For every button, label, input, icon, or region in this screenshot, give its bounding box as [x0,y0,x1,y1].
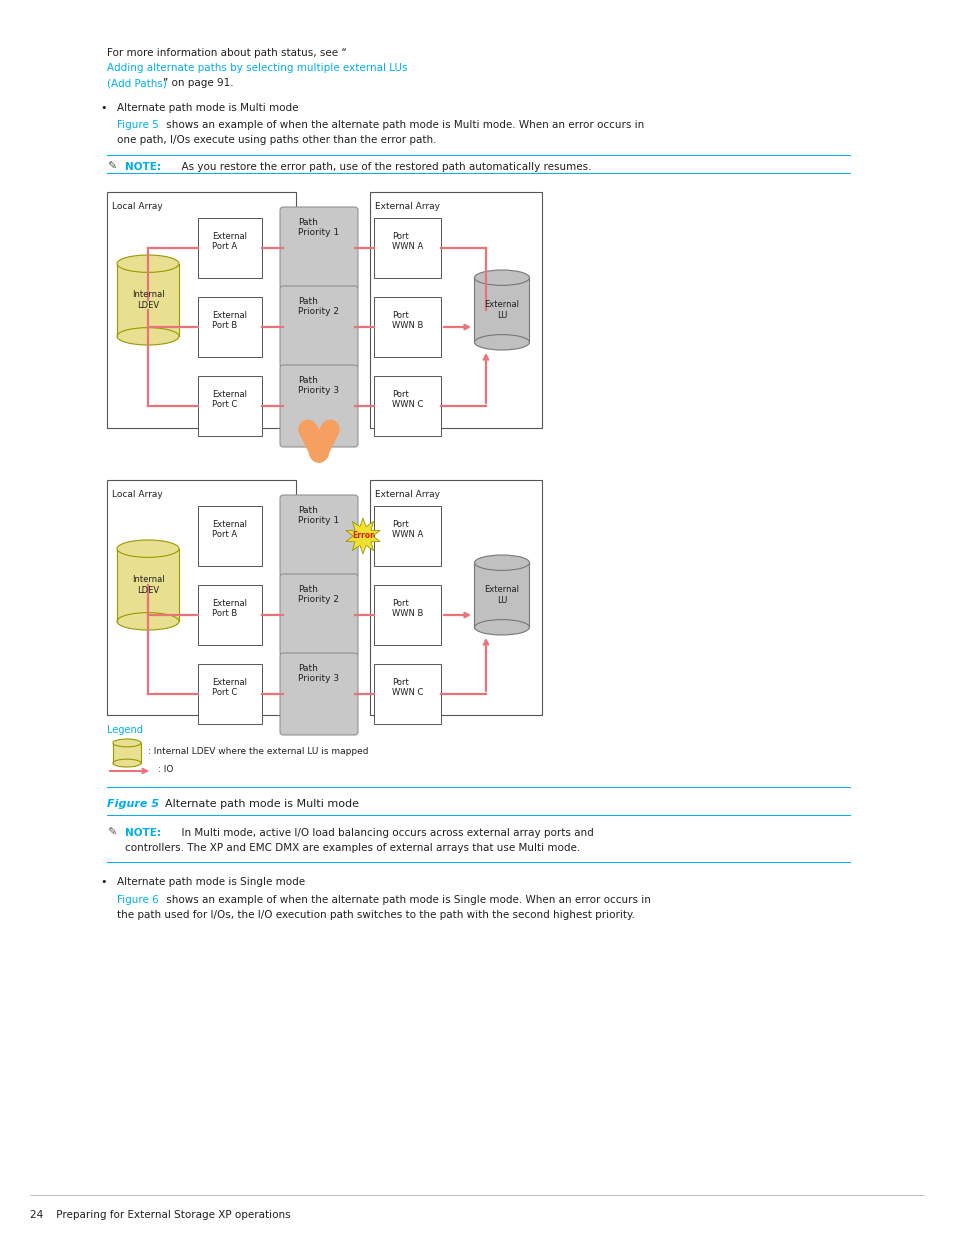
Text: •: • [100,103,107,112]
Text: shows an example of when the alternate path mode is Multi mode. When an error oc: shows an example of when the alternate p… [163,120,643,130]
Text: Adding alternate paths by selecting multiple external LUs: Adding alternate paths by selecting mult… [107,63,407,73]
Bar [198,375,262,436]
Bar [198,664,262,724]
Text: External
Port A: External Port A [213,520,247,540]
Ellipse shape [474,620,529,635]
Text: External Array: External Array [375,490,439,499]
Text: Port
WWN A: Port WWN A [392,520,423,540]
Bar [117,264,179,336]
Text: Path
Priority 2: Path Priority 2 [298,585,339,604]
Text: External
Port C: External Port C [213,390,247,409]
Bar [107,480,295,715]
Text: shows an example of when the alternate path mode is Single mode. When an error o: shows an example of when the alternate p… [163,895,650,905]
Bar [198,506,262,566]
Bar [370,191,541,429]
Bar [474,278,529,342]
Text: Figure 6: Figure 6 [117,895,158,905]
Text: External
LU: External LU [484,300,519,320]
Ellipse shape [474,555,529,571]
Text: ” on page 91.: ” on page 91. [163,78,233,88]
Bar [374,375,440,436]
Text: 24    Preparing for External Storage XP operations: 24 Preparing for External Storage XP ope… [30,1210,291,1220]
Text: Local Array: Local Array [112,490,163,499]
Text: Port
WWN C: Port WWN C [392,390,423,409]
Text: NOTE:: NOTE: [125,827,161,839]
Ellipse shape [112,739,141,747]
Bar [474,563,529,627]
Text: Internal
LDEV: Internal LDEV [132,290,164,310]
Ellipse shape [117,613,179,630]
FancyBboxPatch shape [280,574,357,656]
Text: Path
Priority 3: Path Priority 3 [298,664,339,683]
Bar [374,296,440,357]
Text: one path, I/Os execute using paths other than the error path.: one path, I/Os execute using paths other… [117,135,436,144]
Text: Port
WWN C: Port WWN C [392,678,423,698]
FancyBboxPatch shape [280,287,357,368]
Text: For more information about path status, see “: For more information about path status, … [107,48,346,58]
Bar [198,219,262,278]
Text: External
Port B: External Port B [213,599,247,619]
Text: Local Array: Local Array [112,203,163,211]
Ellipse shape [474,270,529,285]
Text: External Array: External Array [375,203,439,211]
Bar [374,664,440,724]
Text: Port
WWN B: Port WWN B [392,599,423,619]
Text: Alternate path mode is Single mode: Alternate path mode is Single mode [117,877,305,887]
Bar [107,191,295,429]
Text: Figure 5: Figure 5 [117,120,158,130]
Text: Path
Priority 3: Path Priority 3 [298,375,339,395]
Text: In Multi mode, active I/O load balancing occurs across external array ports and: In Multi mode, active I/O load balancing… [174,827,593,839]
Ellipse shape [117,327,179,345]
Ellipse shape [474,335,529,350]
FancyBboxPatch shape [280,653,357,735]
Text: External
Port B: External Port B [213,311,247,331]
Bar [374,219,440,278]
Text: Path
Priority 2: Path Priority 2 [298,296,339,316]
Bar [198,585,262,645]
Text: External
LU: External LU [484,585,519,605]
Text: Path
Priority 1: Path Priority 1 [298,506,339,525]
Text: External
Port A: External Port A [213,232,247,252]
Ellipse shape [112,760,141,767]
Text: As you restore the error path, use of the restored path automatically resumes.: As you restore the error path, use of th… [174,162,591,172]
Text: Internal
LDEV: Internal LDEV [132,576,164,595]
Text: External
Port C: External Port C [213,678,247,698]
FancyBboxPatch shape [280,495,357,577]
Text: Legend: Legend [107,725,143,735]
FancyBboxPatch shape [280,366,357,447]
Text: the path used for I/Os, the I/O execution path switches to the path with the sec: the path used for I/Os, the I/O executio… [117,910,635,920]
FancyBboxPatch shape [280,207,357,289]
Bar [374,585,440,645]
Text: ✎: ✎ [107,162,116,172]
Text: •: • [100,877,107,887]
Text: Error: Error [352,531,374,541]
Text: ✎: ✎ [107,827,116,839]
Text: (Add Paths): (Add Paths) [107,78,167,88]
Bar [370,480,541,715]
Text: NOTE:: NOTE: [125,162,161,172]
Text: Path
Priority 1: Path Priority 1 [298,219,339,237]
Bar [112,743,141,763]
Ellipse shape [117,254,179,273]
Bar [198,296,262,357]
Text: Figure 5: Figure 5 [107,799,159,809]
Text: Alternate path mode is Multi mode: Alternate path mode is Multi mode [117,103,298,112]
Text: Alternate path mode is Multi mode: Alternate path mode is Multi mode [158,799,358,809]
Polygon shape [346,517,379,555]
Text: Port
WWN A: Port WWN A [392,232,423,252]
Bar [374,506,440,566]
Text: : IO: : IO [158,764,173,774]
Ellipse shape [117,540,179,557]
Text: controllers. The XP and EMC DMX are examples of external arrays that use Multi m: controllers. The XP and EMC DMX are exam… [125,844,579,853]
Bar [117,548,179,621]
Text: : Internal LDEV where the external LU is mapped: : Internal LDEV where the external LU is… [148,747,368,756]
Text: Port
WWN B: Port WWN B [392,311,423,331]
